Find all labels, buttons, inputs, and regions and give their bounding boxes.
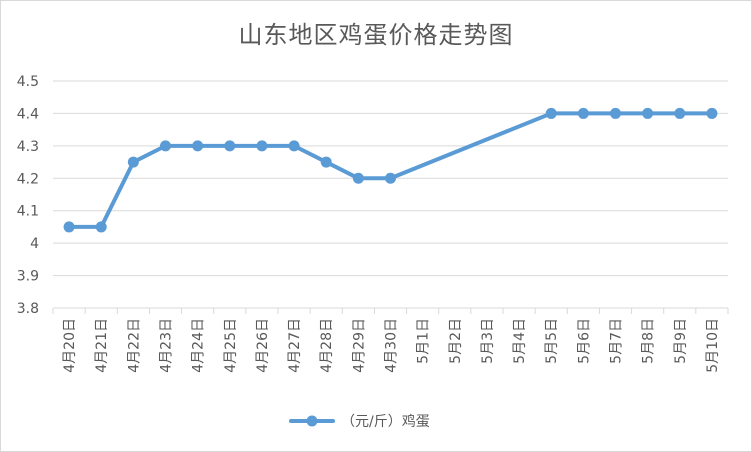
data-point xyxy=(674,107,686,119)
legend-marker xyxy=(306,415,318,427)
y-tick-label: 4.1 xyxy=(17,204,39,220)
x-tick-label: 5月9日 xyxy=(673,318,689,364)
data-point xyxy=(192,140,204,152)
y-tick-label: 4.4 xyxy=(17,106,39,122)
data-point xyxy=(545,107,557,119)
x-tick-label: 4月29日 xyxy=(351,318,367,373)
x-tick-label: 4月28日 xyxy=(319,318,335,373)
x-tick-label: 5月1日 xyxy=(416,318,432,364)
x-tick-label: 4月23日 xyxy=(159,318,175,373)
x-tick-label: 4月22日 xyxy=(126,318,142,373)
x-tick-label: 4月21日 xyxy=(94,318,110,373)
y-tick-label: 4 xyxy=(30,236,39,252)
data-point xyxy=(160,140,171,152)
x-tick-label: 5月4日 xyxy=(512,318,528,364)
x-tick-label: 4月26日 xyxy=(255,318,271,373)
legend-label: （元/斤）鸡蛋 xyxy=(341,413,430,430)
x-tick-label: 4月30日 xyxy=(384,318,400,373)
data-point xyxy=(224,140,236,152)
data-point xyxy=(95,221,107,233)
data-point xyxy=(642,107,654,119)
data-point xyxy=(610,107,621,119)
x-tick-label: 4月20日 xyxy=(62,318,78,373)
x-tick-label: 4月27日 xyxy=(287,318,303,373)
data-point xyxy=(706,107,718,119)
x-tick-label: 5月5日 xyxy=(544,318,560,364)
data-point xyxy=(352,172,364,184)
y-tick-label: 4.5 xyxy=(17,74,39,90)
series-line xyxy=(67,111,714,229)
x-tick-label: 5月2日 xyxy=(448,318,464,364)
chart-title: 山东地区鸡蛋价格走势图 xyxy=(238,21,514,49)
data-point xyxy=(127,156,139,168)
x-tick-label: 5月3日 xyxy=(480,318,496,364)
x-tick-label: 5月7日 xyxy=(609,318,625,364)
data-point xyxy=(256,140,268,152)
data-point xyxy=(320,156,332,168)
x-tick-label: 5月10日 xyxy=(705,318,721,373)
y-tick-label: 3.9 xyxy=(17,269,39,285)
y-tick-label: 4.2 xyxy=(17,171,39,187)
data-point xyxy=(288,140,300,152)
x-tick-label: 5月8日 xyxy=(641,318,657,364)
y-tick-label: 3.8 xyxy=(17,301,39,317)
data-point xyxy=(385,172,396,184)
x-tick-label: 4月25日 xyxy=(223,318,239,373)
x-tick-label: 4月24日 xyxy=(191,318,207,373)
data-point xyxy=(63,221,75,233)
data-point xyxy=(577,107,589,119)
y-tick-label: 4.3 xyxy=(17,139,39,155)
x-tick-label: 5月6日 xyxy=(576,318,592,364)
